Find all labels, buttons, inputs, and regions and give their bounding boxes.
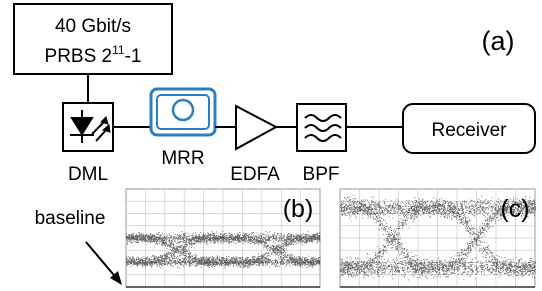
- edfa-triangle: [236, 106, 276, 149]
- source-exponent: 11: [112, 43, 125, 57]
- source-line2-end: -1: [125, 46, 142, 67]
- bpf-label: BPF: [303, 164, 340, 185]
- panel-label-a: (a): [482, 26, 515, 56]
- arrow-line: [86, 242, 118, 280]
- bpf-box: [297, 104, 346, 151]
- figure: 40 Gbit/s PRBS 211-1 DML MRR EDFA BPF Re…: [0, 0, 542, 291]
- source-line2: PRBS 211-1: [45, 43, 142, 67]
- panel-label-c: (c): [500, 195, 529, 223]
- edfa-label: EDFA: [230, 164, 280, 185]
- panel-label-b: (b): [283, 195, 314, 223]
- source-line2-base: PRBS 2: [45, 46, 113, 67]
- mrr-label: MRR: [161, 148, 204, 169]
- receiver-label: Receiver: [432, 120, 508, 141]
- baseline-label: baseline: [35, 208, 106, 229]
- dml-label: DML: [68, 164, 108, 185]
- dml-box: [63, 103, 113, 151]
- source-line1: 40 Gbit/s: [55, 16, 131, 37]
